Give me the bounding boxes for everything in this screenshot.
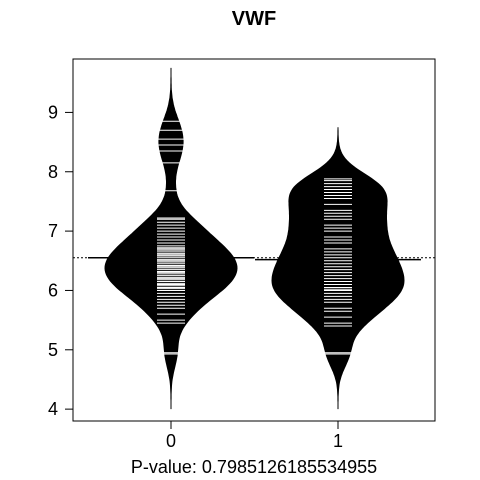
y-tick-label-5: 5 [48,340,58,360]
p-value-label: P-value: 0.7985126185534955 [131,457,377,477]
y-tick-label-7: 7 [48,221,58,241]
x-tick-label-1: 1 [333,431,343,451]
y-tick-label-9: 9 [48,102,58,122]
beans-layer [73,67,435,410]
plot-frame [72,58,436,422]
y-tick-label-8: 8 [48,162,58,182]
x-tick-label-0: 0 [166,431,176,451]
y-tick-label-6: 6 [48,280,58,300]
chart-title: VWF [232,8,276,30]
bean-shape-0 [104,67,238,410]
bean-shape-1 [271,127,405,410]
y-tick-label-4: 4 [48,399,58,419]
y-axis: 4 5 6 7 8 9 [48,102,73,419]
